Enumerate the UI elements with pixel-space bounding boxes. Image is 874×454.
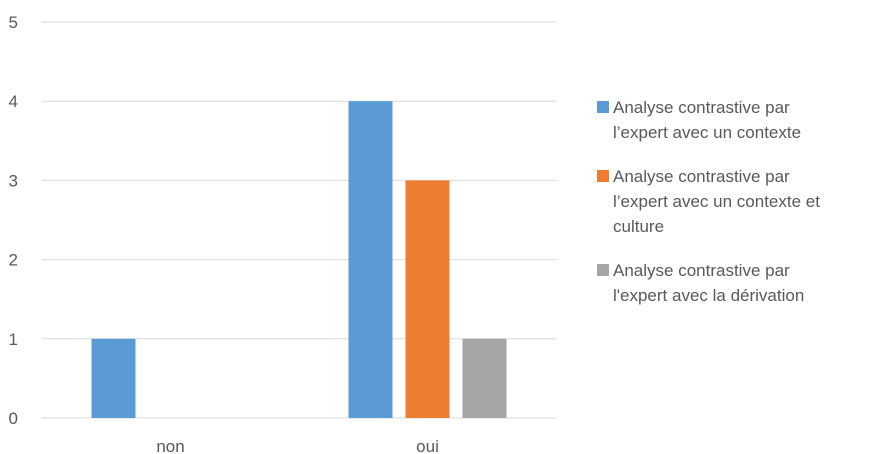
legend-label-line: culture <box>613 217 665 236</box>
y-axis-tick-labels: 0 1 2 3 4 5 <box>9 13 18 428</box>
bars <box>91 101 507 418</box>
legend-label-series-2: Analyse contrastive par l’expert avec un… <box>613 164 820 239</box>
legend-label-line: l'expert avec la dérivation <box>613 286 805 305</box>
y-tick-label: 4 <box>9 92 18 111</box>
y-tick-label: 2 <box>9 251 18 270</box>
x-axis-category-labels: non oui <box>156 437 439 454</box>
y-tick-label: 1 <box>9 330 18 349</box>
x-category-label-non: non <box>156 437 184 454</box>
bar-oui-series-3 <box>462 338 507 418</box>
legend-label-series-1: Analyse contrastive par l’expert avec un… <box>613 95 801 145</box>
y-tick-label: 3 <box>9 171 18 190</box>
legend-item-series-2: Analyse contrastive par l’expert avec un… <box>597 165 869 239</box>
legend-label-line: Analyse contrastive par <box>613 98 790 117</box>
bar-non-series-1 <box>91 338 136 418</box>
y-tick-label: 0 <box>9 409 18 428</box>
legend-item-series-1: Analyse contrastive par l’expert avec un… <box>597 96 869 145</box>
legend-swatch-series-3 <box>597 264 609 276</box>
bar-oui-series-1 <box>348 101 393 418</box>
legend-label-line: Analyse contrastive par <box>613 261 790 280</box>
legend: Analyse contrastive par l’expert avec un… <box>597 96 869 328</box>
y-tick-label: 5 <box>9 13 18 32</box>
legend-label-line: l’expert avec un contexte <box>613 123 802 142</box>
legend-label-line: l’expert avec un contexte et <box>613 192 820 211</box>
legend-label-series-3: Analyse contrastive par l'expert avec la… <box>613 258 804 308</box>
legend-label-line: Analyse contrastive par <box>613 167 790 186</box>
bar-oui-series-2 <box>405 180 450 418</box>
legend-item-series-3: Analyse contrastive par l'expert avec la… <box>597 259 869 308</box>
legend-swatch-series-2 <box>597 170 609 182</box>
legend-swatch-series-1 <box>597 101 609 113</box>
x-category-label-oui: oui <box>416 437 439 454</box>
